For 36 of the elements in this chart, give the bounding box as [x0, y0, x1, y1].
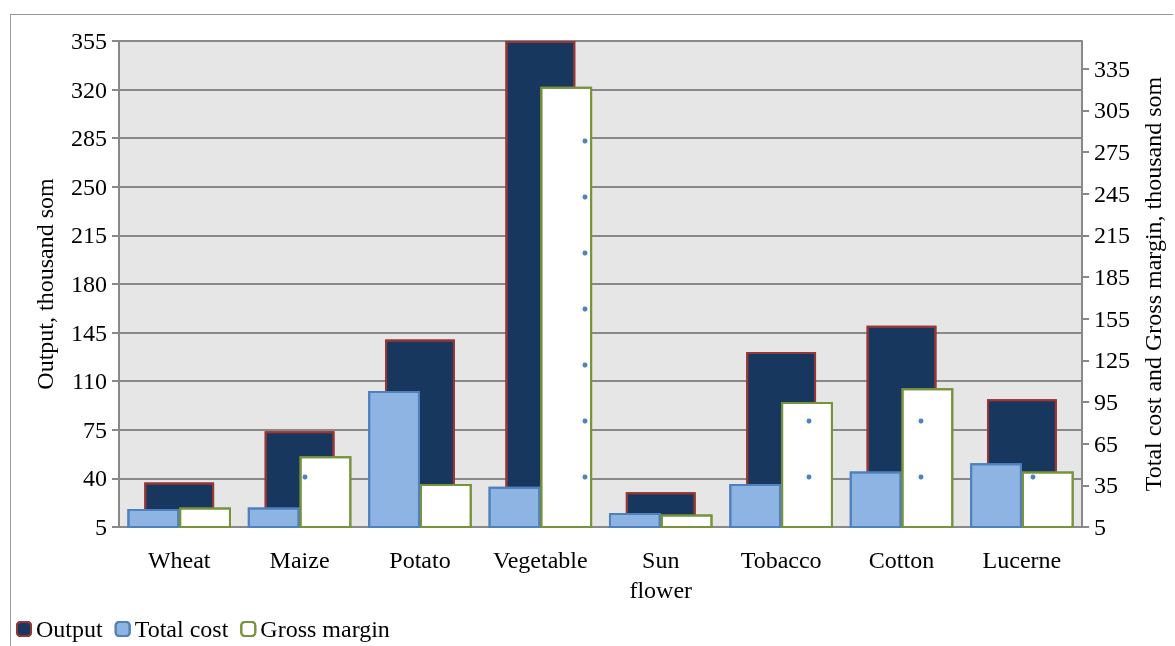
y2-tick-label: 185 [1094, 264, 1131, 291]
y2-tick-label: 95 [1094, 389, 1119, 416]
y-tick-label: 110 [71, 368, 107, 395]
legend-label: Gross margin [260, 616, 390, 642]
x-tick-label: Sun flower [629, 547, 693, 603]
y2-axis-title: Total cost and Gross margin, thousand som [1140, 76, 1166, 492]
legend-label: Total cost [134, 616, 229, 642]
y2-tick-label: 305 [1094, 97, 1131, 124]
x-tick-label: Lucerne [982, 547, 1062, 573]
y2-tick-label: 5 [1094, 514, 1107, 540]
y-tick-label: 320 [71, 76, 107, 103]
y-tick-label: 180 [71, 271, 107, 297]
y-tick-label: 355 [71, 28, 107, 54]
x-tick-label: Maize [269, 547, 330, 573]
y2-tick-label: 155 [1094, 305, 1131, 332]
x-tick-label: Wheat [147, 547, 211, 573]
y-tick-label: 5 [95, 514, 107, 540]
y-tick-label: 285 [71, 125, 107, 152]
y2-tick-label: 275 [1094, 139, 1131, 166]
y2-tick-label: 125 [1094, 347, 1131, 374]
x-tick-label: Tobacco [740, 547, 822, 573]
y2-tick-label: 215 [1094, 222, 1131, 249]
y2-tick-label: 35 [1094, 472, 1119, 499]
y2-tick-label: 335 [1094, 55, 1131, 82]
y-tick-label: 75 [83, 416, 107, 443]
y-axis-title: Output, thousand som [32, 178, 58, 390]
legend-label: Output [36, 616, 103, 642]
x-tick-label: Potato [389, 547, 451, 573]
y-tick-label: 250 [71, 173, 107, 200]
x-tick-label: Vegetable [493, 547, 588, 573]
y-tick-label: 40 [83, 465, 107, 492]
y2-tick-label: 245 [1094, 180, 1131, 207]
x-tick-label: Cotton [868, 547, 935, 573]
y-tick-label: 145 [71, 319, 107, 346]
y-tick-label: 215 [71, 222, 107, 249]
y2-tick-label: 65 [1094, 430, 1119, 457]
